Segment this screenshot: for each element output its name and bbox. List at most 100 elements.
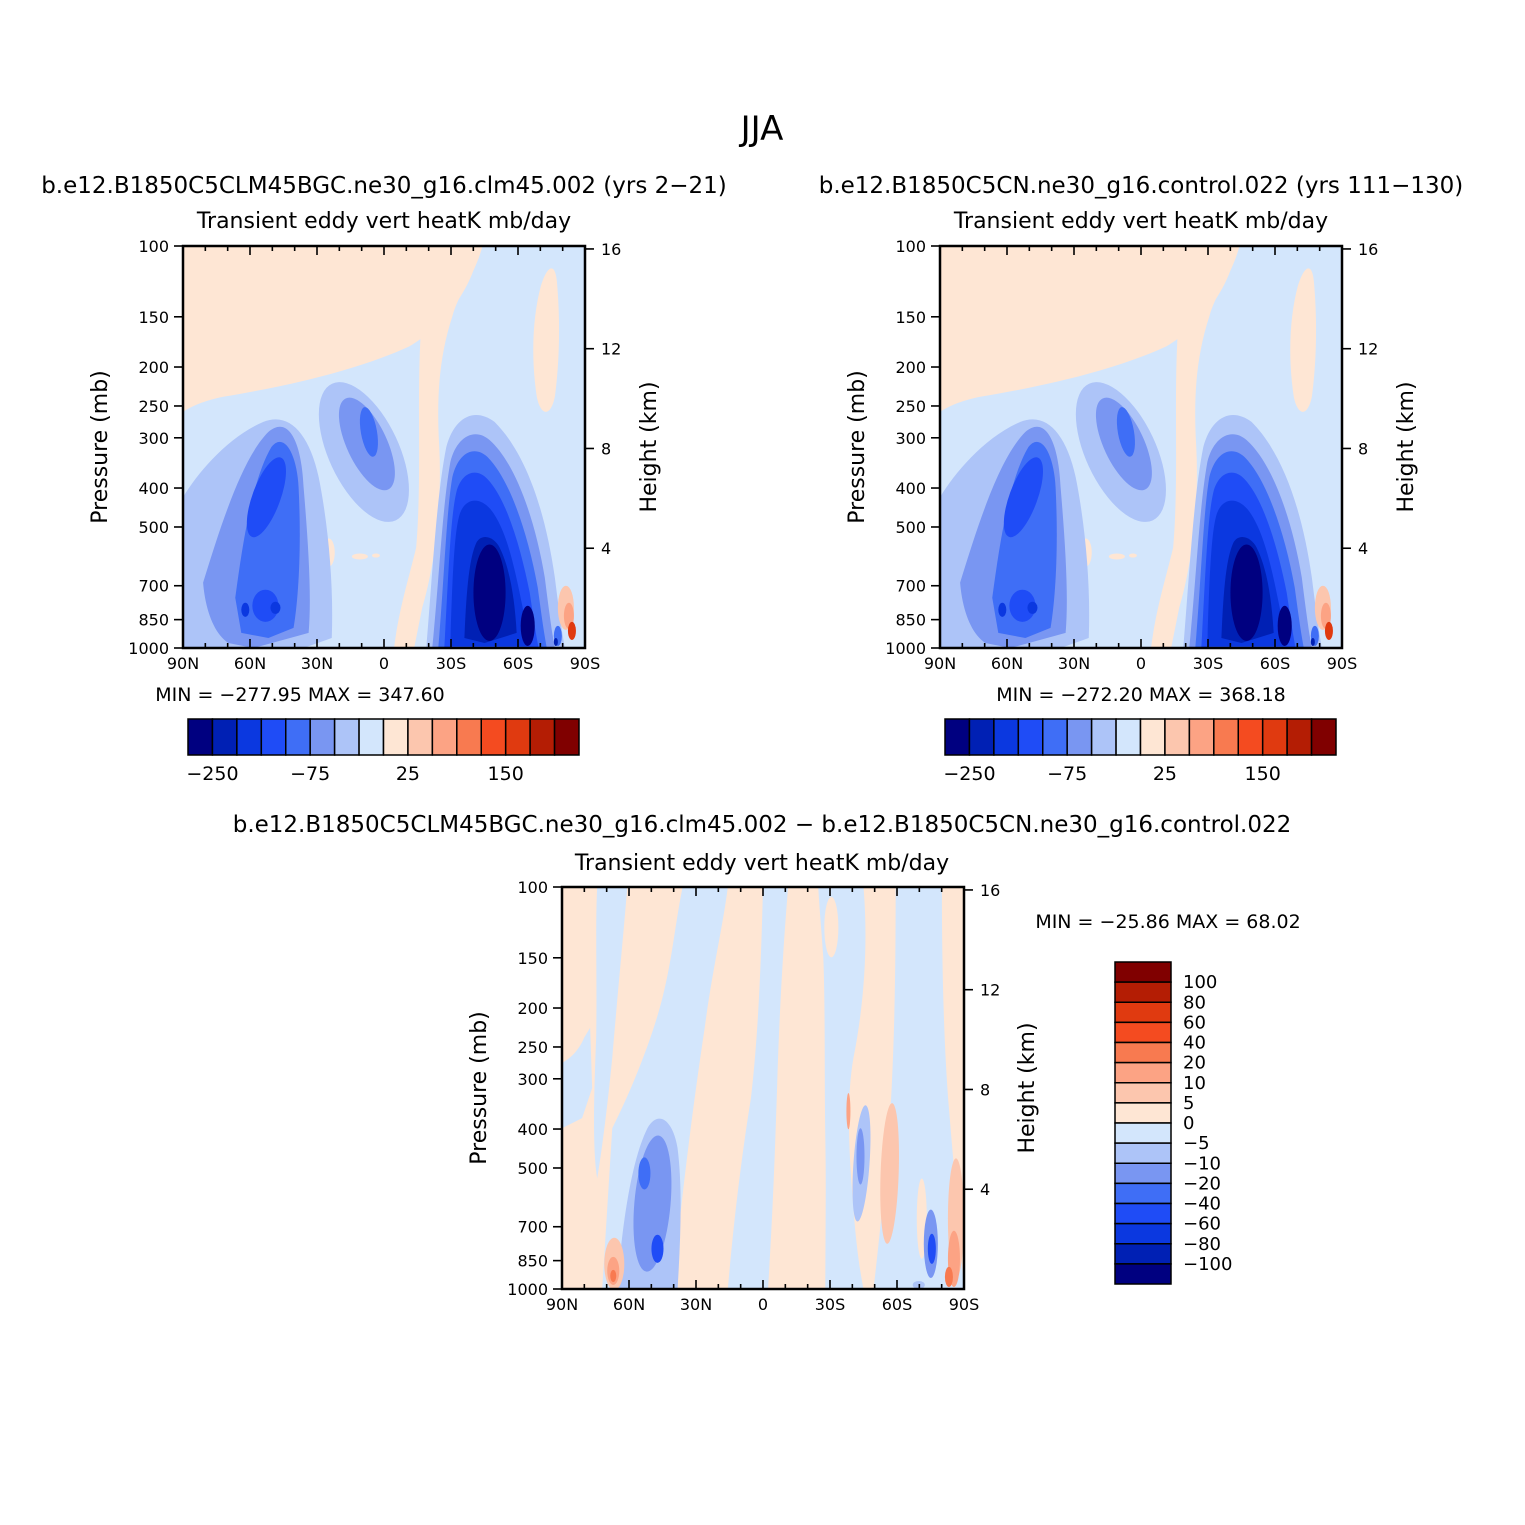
colorbar-label: −80 — [1183, 1234, 1221, 1255]
contour-region — [235, 441, 300, 638]
contour-region — [562, 1027, 593, 1129]
x-tick-label: 90N — [167, 654, 199, 673]
colorbar-box — [1261, 718, 1288, 756]
colorbar-box — [1286, 718, 1313, 756]
contour-region — [1290, 268, 1317, 412]
panel-3-variable-title: Transient eddy vert heatK mb/day — [574, 851, 949, 876]
colorbar-label: −250 — [186, 763, 238, 785]
panel-1-colorbar: −250 −75 25 150 — [186, 718, 580, 785]
colorbar-box — [993, 718, 1020, 756]
x-tick-label: 30S — [436, 654, 467, 673]
y2-tick-label: 4 — [980, 1180, 990, 1199]
colorbar-box — [211, 718, 238, 756]
contour-region — [1003, 457, 1043, 538]
y-tick-label: 700 — [895, 577, 926, 596]
colorbar-box — [1115, 718, 1142, 756]
colorbar-box — [187, 718, 214, 756]
contour-region — [651, 1234, 664, 1263]
contour-region — [473, 544, 506, 641]
contour-region — [1009, 589, 1036, 622]
colorbar-box — [1114, 1263, 1172, 1285]
panel-3-y2-axis-label: Height (km) — [1015, 1022, 1040, 1153]
y-tick-label: 100 — [138, 237, 169, 256]
panel-3-plot-area: 90N 60N 30N 0 30S 60S 90S 100 150 200 250 300 400 500… — [507, 878, 1000, 1314]
colorbar-box — [1090, 718, 1117, 756]
contour-region — [1310, 637, 1315, 646]
x-tick-label: 90N — [924, 654, 956, 673]
y-tick-label: 850 — [895, 611, 926, 630]
colorbar-box — [1164, 718, 1191, 756]
colorbar-box — [1114, 1142, 1172, 1164]
panel-2: b.e12.B1850C5CN.ne30_g16.control.022 (yr… — [819, 173, 1464, 785]
contour-region — [992, 441, 1057, 638]
colorbar-box — [431, 718, 458, 756]
y-tick-label: 850 — [517, 1252, 548, 1271]
y-tick-label: 150 — [138, 308, 169, 327]
x-tick-label: 60N — [234, 654, 266, 673]
colorbar-box — [504, 718, 531, 756]
colorbar-box — [456, 718, 482, 756]
colorbar-label: −20 — [1183, 1173, 1221, 1194]
y2-tick-label: 12 — [601, 340, 621, 359]
panel-1: b.e12.B1850C5CLM45BGC.ne30_g16.clm45.002… — [41, 173, 727, 785]
colorbar-box — [1114, 961, 1172, 983]
colorbar-label: 80 — [1183, 992, 1206, 1013]
y-tick-label: 500 — [138, 518, 169, 537]
y-tick-label: 100 — [895, 237, 926, 256]
contour-region — [567, 621, 576, 640]
contour-region — [252, 589, 279, 622]
colorbar-box — [260, 718, 287, 756]
contour-region — [1128, 553, 1137, 558]
colorbar-box — [236, 718, 263, 756]
colorbar-box — [1114, 1243, 1172, 1265]
colorbar-label: 10 — [1183, 1073, 1206, 1094]
contour-region — [520, 605, 535, 646]
contour-region — [1116, 407, 1135, 457]
x-tick-label: 0 — [758, 1295, 768, 1314]
y-tick-label: 700 — [138, 577, 169, 596]
contour-region — [270, 601, 281, 614]
x-tick-label: 30N — [301, 654, 333, 673]
contour-region — [727, 887, 789, 1289]
y-tick-label: 100 — [517, 878, 548, 897]
x-tick-label: 90S — [1327, 654, 1358, 673]
contour-region — [638, 1157, 651, 1190]
colorbar-label: 100 — [1183, 972, 1217, 993]
colorbar-box — [333, 718, 360, 756]
colorbar-box — [480, 718, 507, 756]
contour-field — [183, 246, 585, 648]
contour-region — [1230, 544, 1263, 641]
colorbar-box — [1114, 1102, 1172, 1124]
contour-region — [359, 407, 378, 457]
y-tick-label: 250 — [895, 397, 926, 416]
contour-region — [1151, 246, 1240, 648]
colorbar-box — [1114, 1162, 1172, 1185]
colorbar-box — [285, 718, 311, 756]
colorbar-label: 5 — [1183, 1093, 1194, 1114]
panel-3-model-title: b.e12.B1850C5CLM45BGC.ne30_g16.clm45.002… — [233, 812, 1292, 838]
y-tick-label: 500 — [895, 518, 926, 537]
contour-region — [246, 457, 286, 538]
x-tick-label: 60N — [613, 1295, 645, 1314]
contour-region — [610, 1269, 617, 1282]
colorbar-box — [529, 718, 556, 756]
x-tick-label: 60N — [991, 654, 1023, 673]
contour-region — [824, 897, 839, 958]
colorbar-label: −60 — [1183, 1214, 1221, 1235]
colorbar-box — [1114, 1021, 1172, 1044]
colorbar-label: 60 — [1183, 1012, 1206, 1033]
y2-tick-label: 16 — [980, 881, 1000, 900]
colorbar-box — [1042, 718, 1068, 756]
panel-3: b.e12.B1850C5CLM45BGC.ne30_g16.clm45.002… — [233, 812, 1301, 1314]
contour-region — [183, 246, 480, 412]
y-tick-label: 150 — [895, 308, 926, 327]
colorbar-box — [309, 718, 336, 756]
colorbar-label: −40 — [1183, 1194, 1221, 1215]
contour-region — [998, 602, 1007, 617]
x-tick-label: 60S — [503, 654, 534, 673]
colorbar-box — [407, 718, 434, 756]
contour-region — [1027, 601, 1038, 614]
colorbar-label: 40 — [1183, 1033, 1206, 1054]
contour-region — [533, 268, 560, 412]
